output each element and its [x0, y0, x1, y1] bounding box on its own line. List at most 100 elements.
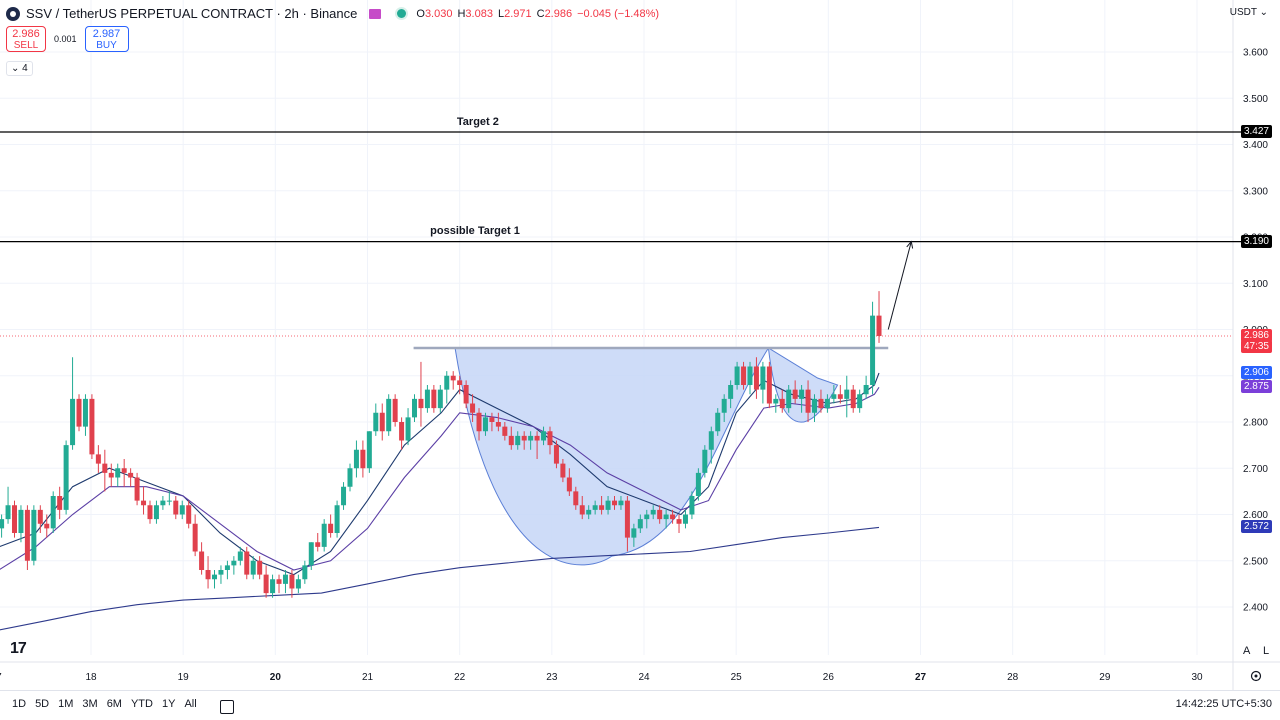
- clock[interactable]: 14:42:25 UTC+5:30: [1175, 698, 1272, 710]
- candle: [418, 361, 424, 427]
- range-button[interactable]: All: [184, 698, 197, 710]
- candle-body: [547, 431, 553, 446]
- candle: [715, 408, 721, 436]
- candle-body: [592, 505, 598, 510]
- range-button[interactable]: 1M: [58, 698, 74, 710]
- candle-body: [637, 519, 643, 529]
- candle: [328, 514, 334, 538]
- go-to-realtime-icon[interactable]: [1250, 670, 1262, 682]
- candle: [753, 357, 759, 399]
- candle-body: [553, 445, 559, 464]
- candle-body: [631, 528, 637, 538]
- candle-body: [282, 574, 288, 584]
- candle-body: [818, 398, 824, 409]
- candle: [44, 514, 50, 538]
- range-button[interactable]: 3M: [82, 698, 98, 710]
- candle-body: [392, 398, 398, 422]
- price-tick-label: 2.400: [1243, 603, 1268, 614]
- candle-body: [31, 509, 37, 561]
- time-tick-label: 20: [270, 672, 282, 683]
- candle: [728, 380, 734, 409]
- candle-body: [237, 551, 243, 561]
- candle-body: [528, 435, 534, 441]
- candle-body: [599, 505, 605, 510]
- chevron-down-icon: ⌄: [1259, 7, 1268, 18]
- price-tick-label: 3.500: [1243, 94, 1268, 105]
- candle: [347, 463, 353, 492]
- candle: [470, 394, 476, 422]
- candle: [282, 570, 288, 594]
- price-axis-label: 3.427: [1240, 125, 1272, 138]
- auto-scale-button[interactable]: A: [1243, 645, 1251, 657]
- candle-body: [573, 491, 579, 506]
- log-scale-button[interactable]: L: [1263, 645, 1270, 657]
- candle-body: [850, 389, 856, 409]
- candle-body: [682, 514, 688, 524]
- candle: [360, 440, 366, 478]
- candle-body: [160, 500, 166, 506]
- time-tick-label: 24: [638, 672, 650, 683]
- candle-body: [508, 435, 514, 446]
- candle-body: [199, 551, 205, 570]
- candle-body: [379, 412, 385, 432]
- candle: [244, 546, 250, 580]
- candle-body: [502, 426, 508, 436]
- range-button[interactable]: YTD: [130, 698, 153, 710]
- time-tick-label: 19: [178, 672, 190, 683]
- candle-body: [470, 403, 476, 413]
- candle: [192, 514, 198, 557]
- price-chart[interactable]: 2.4002.5002.6002.7002.8002.9003.0003.100…: [0, 0, 1280, 690]
- candle-body: [566, 477, 572, 492]
- moving-average-line: [0, 372, 880, 576]
- range-button[interactable]: 5D: [35, 698, 50, 710]
- range-button[interactable]: 6M: [106, 698, 122, 710]
- candle: [302, 560, 308, 584]
- arrow-head: [906, 240, 914, 249]
- price-tick-label: 3.600: [1243, 48, 1268, 59]
- range-button[interactable]: 1D: [12, 698, 27, 710]
- chart-grid: [0, 0, 1280, 690]
- candle-body: [482, 417, 488, 432]
- range-button[interactable]: 1Y: [161, 698, 176, 710]
- candle-body: [341, 486, 347, 506]
- target-1-label: possible Target 1: [430, 224, 520, 237]
- tradingview-logo[interactable]: 17: [10, 640, 27, 657]
- candle-body: [450, 375, 456, 381]
- candle: [812, 394, 818, 422]
- candle-body: [244, 551, 250, 575]
- indicators-toggle[interactable]: ⌄ 4: [6, 61, 33, 76]
- candle-body: [302, 565, 308, 580]
- candle: [463, 380, 469, 409]
- candle: [295, 574, 301, 594]
- candle-body: [495, 422, 501, 427]
- target-lines: [0, 131, 1243, 337]
- candle-body: [670, 514, 676, 520]
- price-tick-label: 2.800: [1243, 418, 1268, 429]
- candle-body: [44, 523, 50, 529]
- candle-body: [715, 412, 721, 432]
- candle-body: [489, 417, 495, 422]
- candle-body: [773, 398, 779, 404]
- candle: [392, 394, 398, 427]
- candle-body: [624, 500, 630, 538]
- candle-body: [321, 523, 327, 547]
- target-2-label: Target 2: [456, 116, 499, 128]
- buy-button[interactable]: 2.987 BUY: [84, 26, 129, 52]
- sell-button[interactable]: 2.986 SELL: [6, 26, 46, 52]
- candle-body: [741, 366, 747, 385]
- candle-body: [431, 389, 437, 409]
- flag-icon[interactable]: [369, 8, 382, 19]
- calendar-icon[interactable]: [219, 700, 234, 714]
- candle-body: [837, 394, 843, 399]
- candle: [837, 385, 843, 404]
- candle: [89, 394, 95, 459]
- candle-body: [405, 417, 411, 441]
- currency-selector[interactable]: USDT ⌄: [1229, 7, 1268, 18]
- candle: [63, 440, 69, 515]
- candle: [799, 385, 805, 413]
- symbol-title[interactable]: SSV / TetherUS PERPETUAL CONTRACT · 2h ·…: [26, 6, 358, 21]
- candle-body: [644, 514, 650, 520]
- candle: [82, 394, 88, 436]
- candle: [108, 463, 114, 487]
- candle: [786, 385, 792, 413]
